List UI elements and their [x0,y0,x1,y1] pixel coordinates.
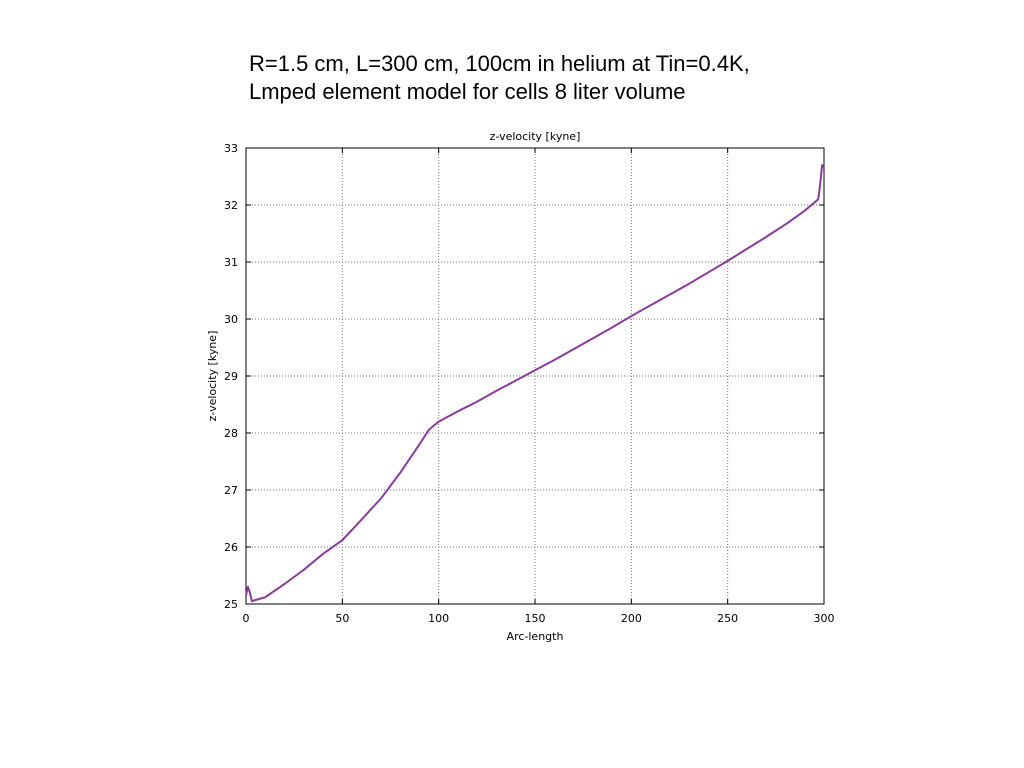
y-tick-label: 31 [224,256,238,269]
slide-caption: R=1.5 cm, L=300 cm, 100cm in helium at T… [249,50,750,106]
x-tick-label: 0 [243,612,250,625]
y-tick-label: 28 [224,427,238,440]
x-tick-label: 100 [428,612,449,625]
y-tick-label: 29 [224,370,238,383]
y-tick-label: 30 [224,313,238,326]
chart-title: z-velocity [kyne] [490,130,581,143]
chart-tick-labels: 0 50 100 150 200 250 300 25 26 27 28 29 30 31 32 33 [224,142,835,625]
series-line [245,164,825,603]
y-tick-label: 32 [224,199,238,212]
x-tick-label: 50 [335,612,349,625]
caption-line-2: Lmped element model for cells 8 liter vo… [249,79,686,104]
y-tick-label: 25 [224,598,238,611]
x-tick-label: 200 [621,612,642,625]
x-tick-label: 300 [814,612,835,625]
y-axis-label: z-velocity [kyne] [206,331,219,422]
x-tick-label: 250 [717,612,738,625]
caption-line-1: R=1.5 cm, L=300 cm, 100cm in helium at T… [249,51,750,76]
y-tick-label: 33 [224,142,238,155]
y-tick-label: 26 [224,541,238,554]
chart-ticks [245,147,825,605]
chart-grid [246,148,824,604]
y-tick-label: 27 [224,484,238,497]
x-axis-label: Arc-length [507,630,564,643]
x-tick-label: 150 [525,612,546,625]
